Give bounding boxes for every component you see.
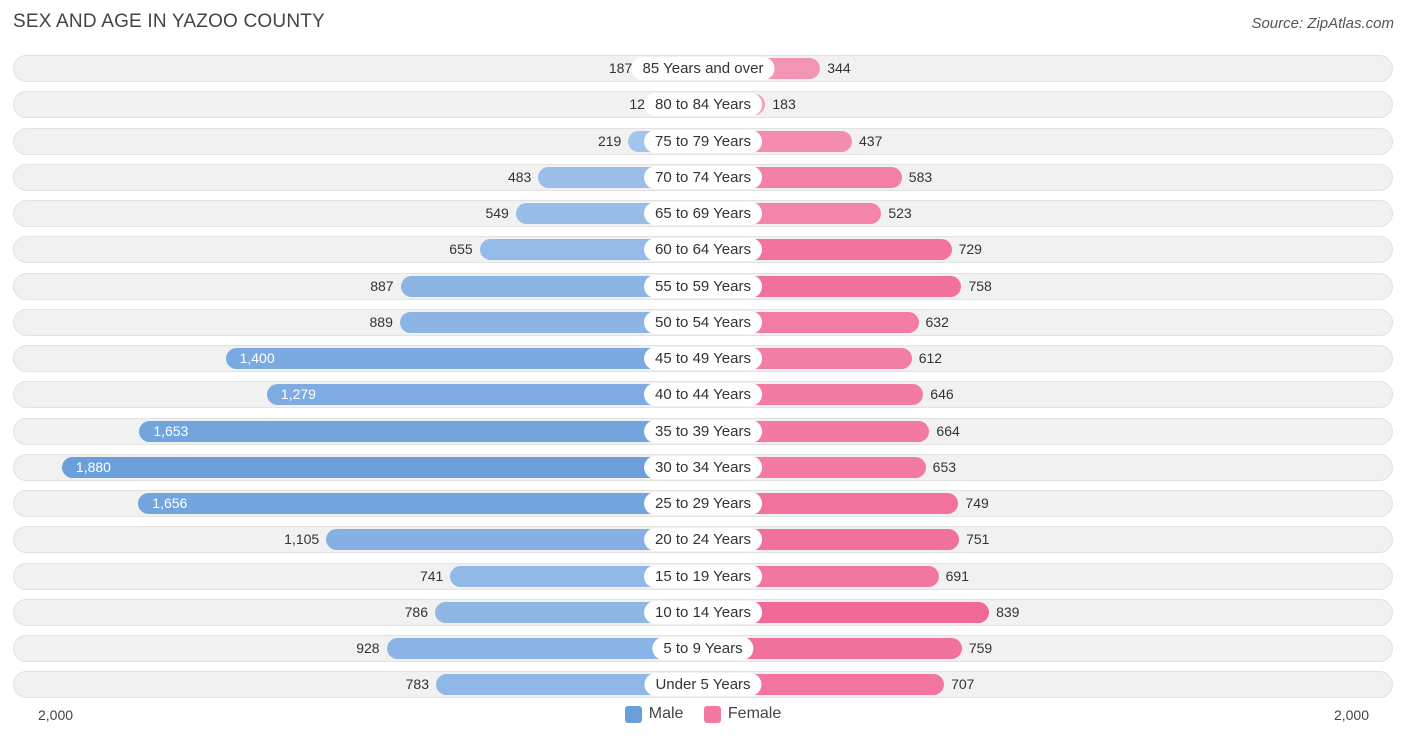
female-bar[interactable] — [703, 493, 959, 514]
male-value-label: 187 — [608, 60, 633, 76]
category-label: 75 to 79 Years — [644, 129, 762, 153]
category-label: 20 to 24 Years — [644, 528, 762, 552]
female-value-label: 758 — [968, 277, 992, 294]
male-value-label: 1,656 — [152, 495, 188, 511]
female-value-label: 183 — [772, 96, 796, 113]
female-value-label: 612 — [918, 350, 943, 366]
female-bar[interactable] — [703, 275, 962, 297]
male-bar[interactable] — [139, 420, 703, 442]
female-value-label: 344 — [827, 60, 851, 76]
category-label: Under 5 Years — [644, 673, 762, 697]
male-value-label: 1,105 — [284, 531, 320, 548]
female-bar[interactable] — [703, 529, 960, 551]
male-bar[interactable] — [450, 565, 703, 587]
male-value-label: 928 — [356, 640, 380, 656]
male-bar[interactable] — [435, 674, 703, 696]
legend-item-female[interactable]: Female — [703, 705, 782, 723]
source-label: Source: ZipAtlas.com — [1251, 15, 1394, 32]
male-bar[interactable] — [266, 384, 703, 406]
category-label: 40 to 44 Years — [644, 383, 762, 407]
female-value-label: 583 — [908, 168, 933, 185]
female-value-label: 707 — [951, 676, 975, 693]
female-bar[interactable] — [703, 601, 990, 623]
category-label: 35 to 39 Years — [644, 419, 762, 443]
male-value-label: 1,400 — [239, 350, 275, 366]
male-value-label: 887 — [370, 277, 394, 294]
female-value-label: 437 — [859, 132, 883, 149]
female-value-label: 751 — [966, 531, 990, 548]
category-label: 10 to 14 Years — [644, 600, 762, 624]
male-value-label: 219 — [597, 132, 622, 149]
female-value-label: 632 — [925, 313, 949, 330]
category-label: 5 to 9 Years — [652, 637, 754, 660]
female-bar[interactable] — [703, 565, 939, 587]
chart-title: SEX AND AGE IN YAZOO COUNTY — [13, 11, 325, 32]
female-value-label: 691 — [945, 567, 969, 584]
male-value-label: 741 — [419, 567, 444, 584]
category-label: 80 to 84 Years — [644, 93, 762, 117]
male-bar[interactable] — [61, 456, 703, 478]
male-value-label: 1,653 — [153, 422, 189, 439]
axis-label-left: 2,000 — [38, 707, 74, 723]
female-bar[interactable] — [703, 674, 945, 696]
legend-swatch-female — [703, 705, 721, 723]
female-value-label: 759 — [968, 640, 993, 656]
female-value-label: 664 — [936, 422, 960, 439]
male-bar[interactable] — [326, 529, 703, 551]
category-label: 50 to 54 Years — [644, 310, 762, 334]
male-bar[interactable] — [225, 348, 703, 369]
male-value-label: 549 — [485, 205, 509, 221]
male-value-label: 786 — [404, 603, 428, 620]
female-value-label: 646 — [930, 386, 954, 403]
female-value-label: 839 — [996, 603, 1020, 620]
legend-label-female: Female — [727, 705, 782, 722]
male-value-label: 1,279 — [280, 386, 316, 403]
male-bar[interactable] — [138, 493, 703, 514]
male-bar[interactable] — [434, 601, 703, 623]
category-label: 30 to 34 Years — [644, 455, 762, 479]
female-bar[interactable] — [703, 239, 952, 261]
category-label: 85 Years and over — [631, 57, 775, 80]
female-value-label: 523 — [888, 205, 912, 221]
male-value-label: 655 — [449, 241, 473, 258]
legend-label-male: Male — [648, 705, 684, 722]
male-value-label: 783 — [405, 676, 429, 693]
category-label: 15 to 19 Years — [644, 564, 762, 588]
category-label: 60 to 64 Years — [644, 238, 762, 262]
female-bar[interactable] — [703, 638, 962, 659]
category-label: 55 to 59 Years — [644, 274, 762, 298]
male-value-label: 1,880 — [75, 458, 111, 475]
male-bar[interactable] — [400, 275, 703, 297]
male-bar[interactable] — [386, 638, 703, 659]
category-label: 70 to 74 Years — [644, 165, 762, 189]
axis-label-right: 2,000 — [1333, 707, 1369, 723]
legend-item-male[interactable]: Male — [624, 705, 684, 723]
female-value-label: 729 — [958, 241, 982, 258]
male-value-label: 889 — [369, 313, 393, 330]
legend-swatch-male — [624, 705, 642, 723]
legend: Male Female — [0, 705, 1406, 728]
category-label: 25 to 29 Years — [644, 492, 762, 515]
male-value-label: 483 — [507, 168, 532, 185]
female-value-label: 749 — [965, 495, 989, 511]
female-value-label: 653 — [932, 458, 957, 475]
male-bar[interactable] — [399, 311, 703, 333]
category-label: 65 to 69 Years — [644, 202, 762, 225]
category-label: 45 to 49 Years — [644, 347, 762, 370]
